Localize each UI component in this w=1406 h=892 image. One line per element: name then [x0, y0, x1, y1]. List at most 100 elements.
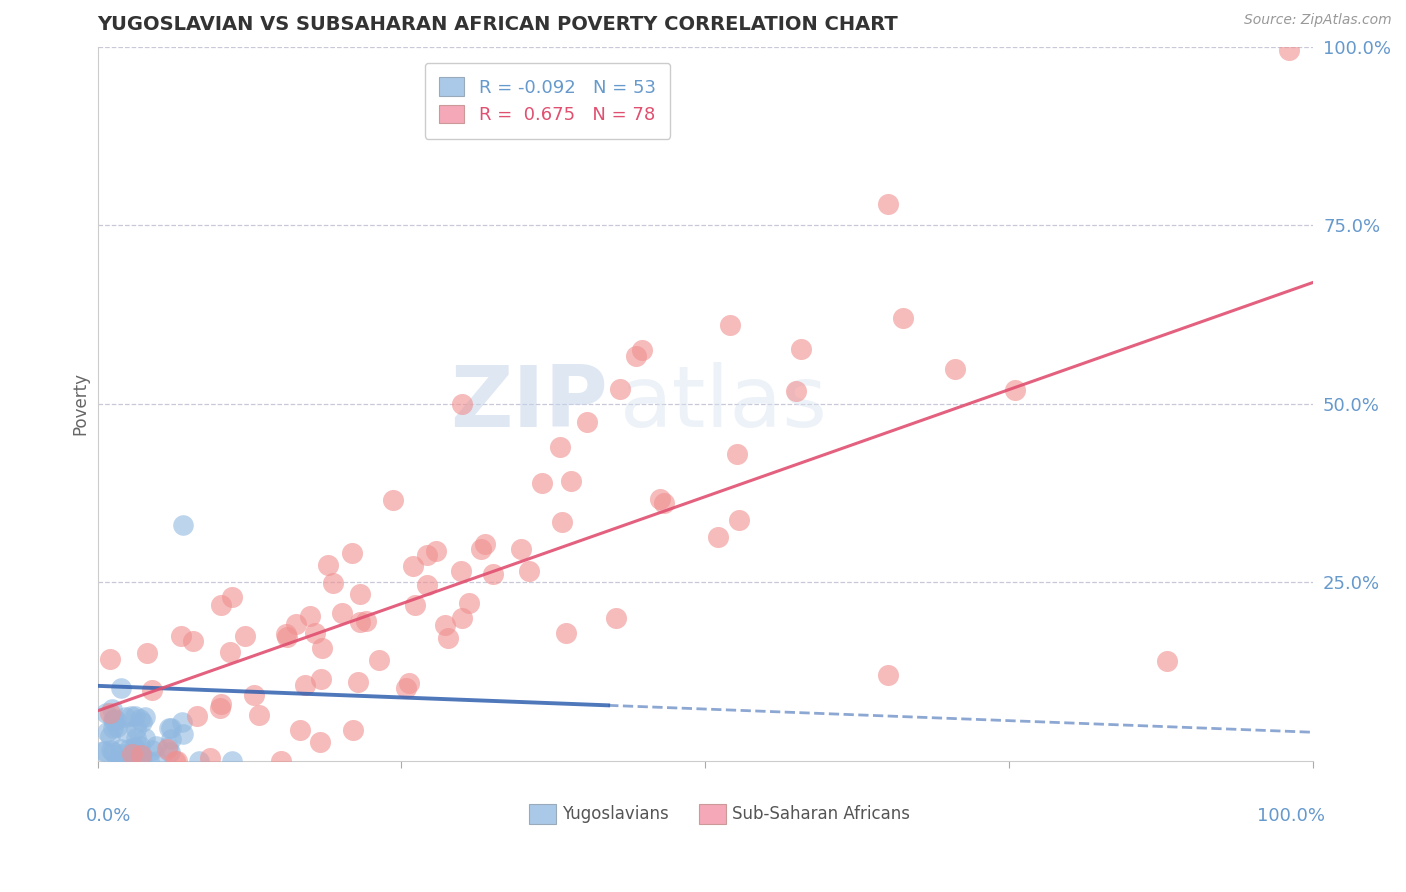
Text: Source: ZipAtlas.com: Source: ZipAtlas.com: [1244, 13, 1392, 28]
Point: [91, 744, 114, 758]
Text: Yugoslavians: Yugoslavians: [562, 805, 669, 823]
Text: ZIP: ZIP: [450, 362, 609, 445]
Point: [114, 709, 136, 723]
Point: [129, 747, 152, 762]
Point: [124, 723, 146, 737]
Point: [186, 709, 208, 723]
Point: [785, 384, 807, 398]
Point: [548, 440, 571, 454]
Point: [727, 512, 749, 526]
Point: [159, 745, 181, 759]
Point: [555, 625, 578, 640]
Point: [247, 708, 270, 723]
Point: [141, 683, 163, 698]
Point: [470, 542, 492, 557]
Point: [172, 727, 194, 741]
Point: [129, 713, 152, 727]
Point: [221, 754, 243, 768]
Point: [129, 754, 152, 768]
Point: [288, 723, 311, 738]
Point: [98, 729, 121, 743]
Point: [118, 754, 141, 768]
Point: [131, 715, 153, 730]
Point: [309, 672, 332, 686]
Point: [322, 576, 344, 591]
Point: [170, 715, 193, 730]
Point: [136, 647, 159, 661]
Point: [425, 544, 447, 558]
Point: [450, 564, 472, 578]
Point: [285, 617, 308, 632]
Point: [166, 754, 188, 768]
Point: [298, 609, 321, 624]
Point: [103, 713, 125, 727]
Point: [129, 739, 152, 753]
Point: [105, 754, 128, 768]
Point: [131, 748, 153, 763]
FancyBboxPatch shape: [529, 805, 555, 824]
Point: [395, 681, 418, 695]
Point: [98, 652, 121, 666]
Point: [605, 611, 627, 625]
Point: [652, 496, 675, 510]
Point: [316, 558, 339, 572]
Point: [169, 629, 191, 643]
Point: [342, 546, 364, 560]
Point: [789, 343, 811, 357]
Point: [108, 754, 131, 768]
Point: [101, 745, 124, 759]
Point: [94, 743, 117, 757]
Point: [209, 698, 232, 712]
Point: [474, 537, 496, 551]
Point: [576, 415, 599, 429]
Point: [134, 710, 156, 724]
Point: [398, 676, 420, 690]
Point: [157, 739, 180, 754]
Point: [110, 747, 132, 762]
Point: [346, 674, 368, 689]
Legend: R = -0.092   N = 53, R =  0.675   N = 78: R = -0.092 N = 53, R = 0.675 N = 78: [425, 62, 671, 138]
Point: [450, 610, 472, 624]
Point: [122, 739, 145, 754]
Point: [876, 196, 898, 211]
Point: [294, 677, 316, 691]
Point: [114, 754, 136, 768]
Text: 100.0%: 100.0%: [1257, 807, 1326, 825]
Point: [118, 741, 141, 756]
Point: [172, 518, 194, 533]
Point: [309, 735, 332, 749]
Point: [145, 739, 167, 753]
Point: [349, 587, 371, 601]
Point: [105, 713, 128, 727]
Point: [609, 383, 631, 397]
Point: [276, 630, 298, 644]
Point: [94, 706, 117, 720]
Point: [311, 640, 333, 655]
Point: [160, 731, 183, 746]
Point: [163, 754, 186, 768]
Point: [482, 566, 505, 581]
Point: [157, 721, 180, 735]
Point: [219, 645, 242, 659]
Point: [108, 754, 131, 768]
Point: [356, 614, 378, 628]
Point: [124, 754, 146, 768]
Point: [209, 598, 232, 612]
Text: YUGOSLAVIAN VS SUBSAHARAN AFRICAN POVERTY CORRELATION CHART: YUGOSLAVIAN VS SUBSAHARAN AFRICAN POVERT…: [97, 15, 898, 34]
Text: Sub-Saharan Africans: Sub-Saharan Africans: [733, 805, 910, 823]
Point: [160, 721, 183, 735]
Point: [208, 701, 231, 715]
Point: [138, 754, 160, 768]
Point: [124, 741, 146, 756]
Point: [342, 723, 364, 738]
Point: [183, 634, 205, 648]
Point: [110, 681, 132, 695]
Point: [243, 688, 266, 702]
Point: [105, 720, 128, 734]
Point: [382, 492, 405, 507]
Point: [416, 578, 439, 592]
Point: [402, 559, 425, 574]
Point: [141, 743, 163, 757]
Point: [121, 747, 143, 761]
Point: [114, 725, 136, 739]
